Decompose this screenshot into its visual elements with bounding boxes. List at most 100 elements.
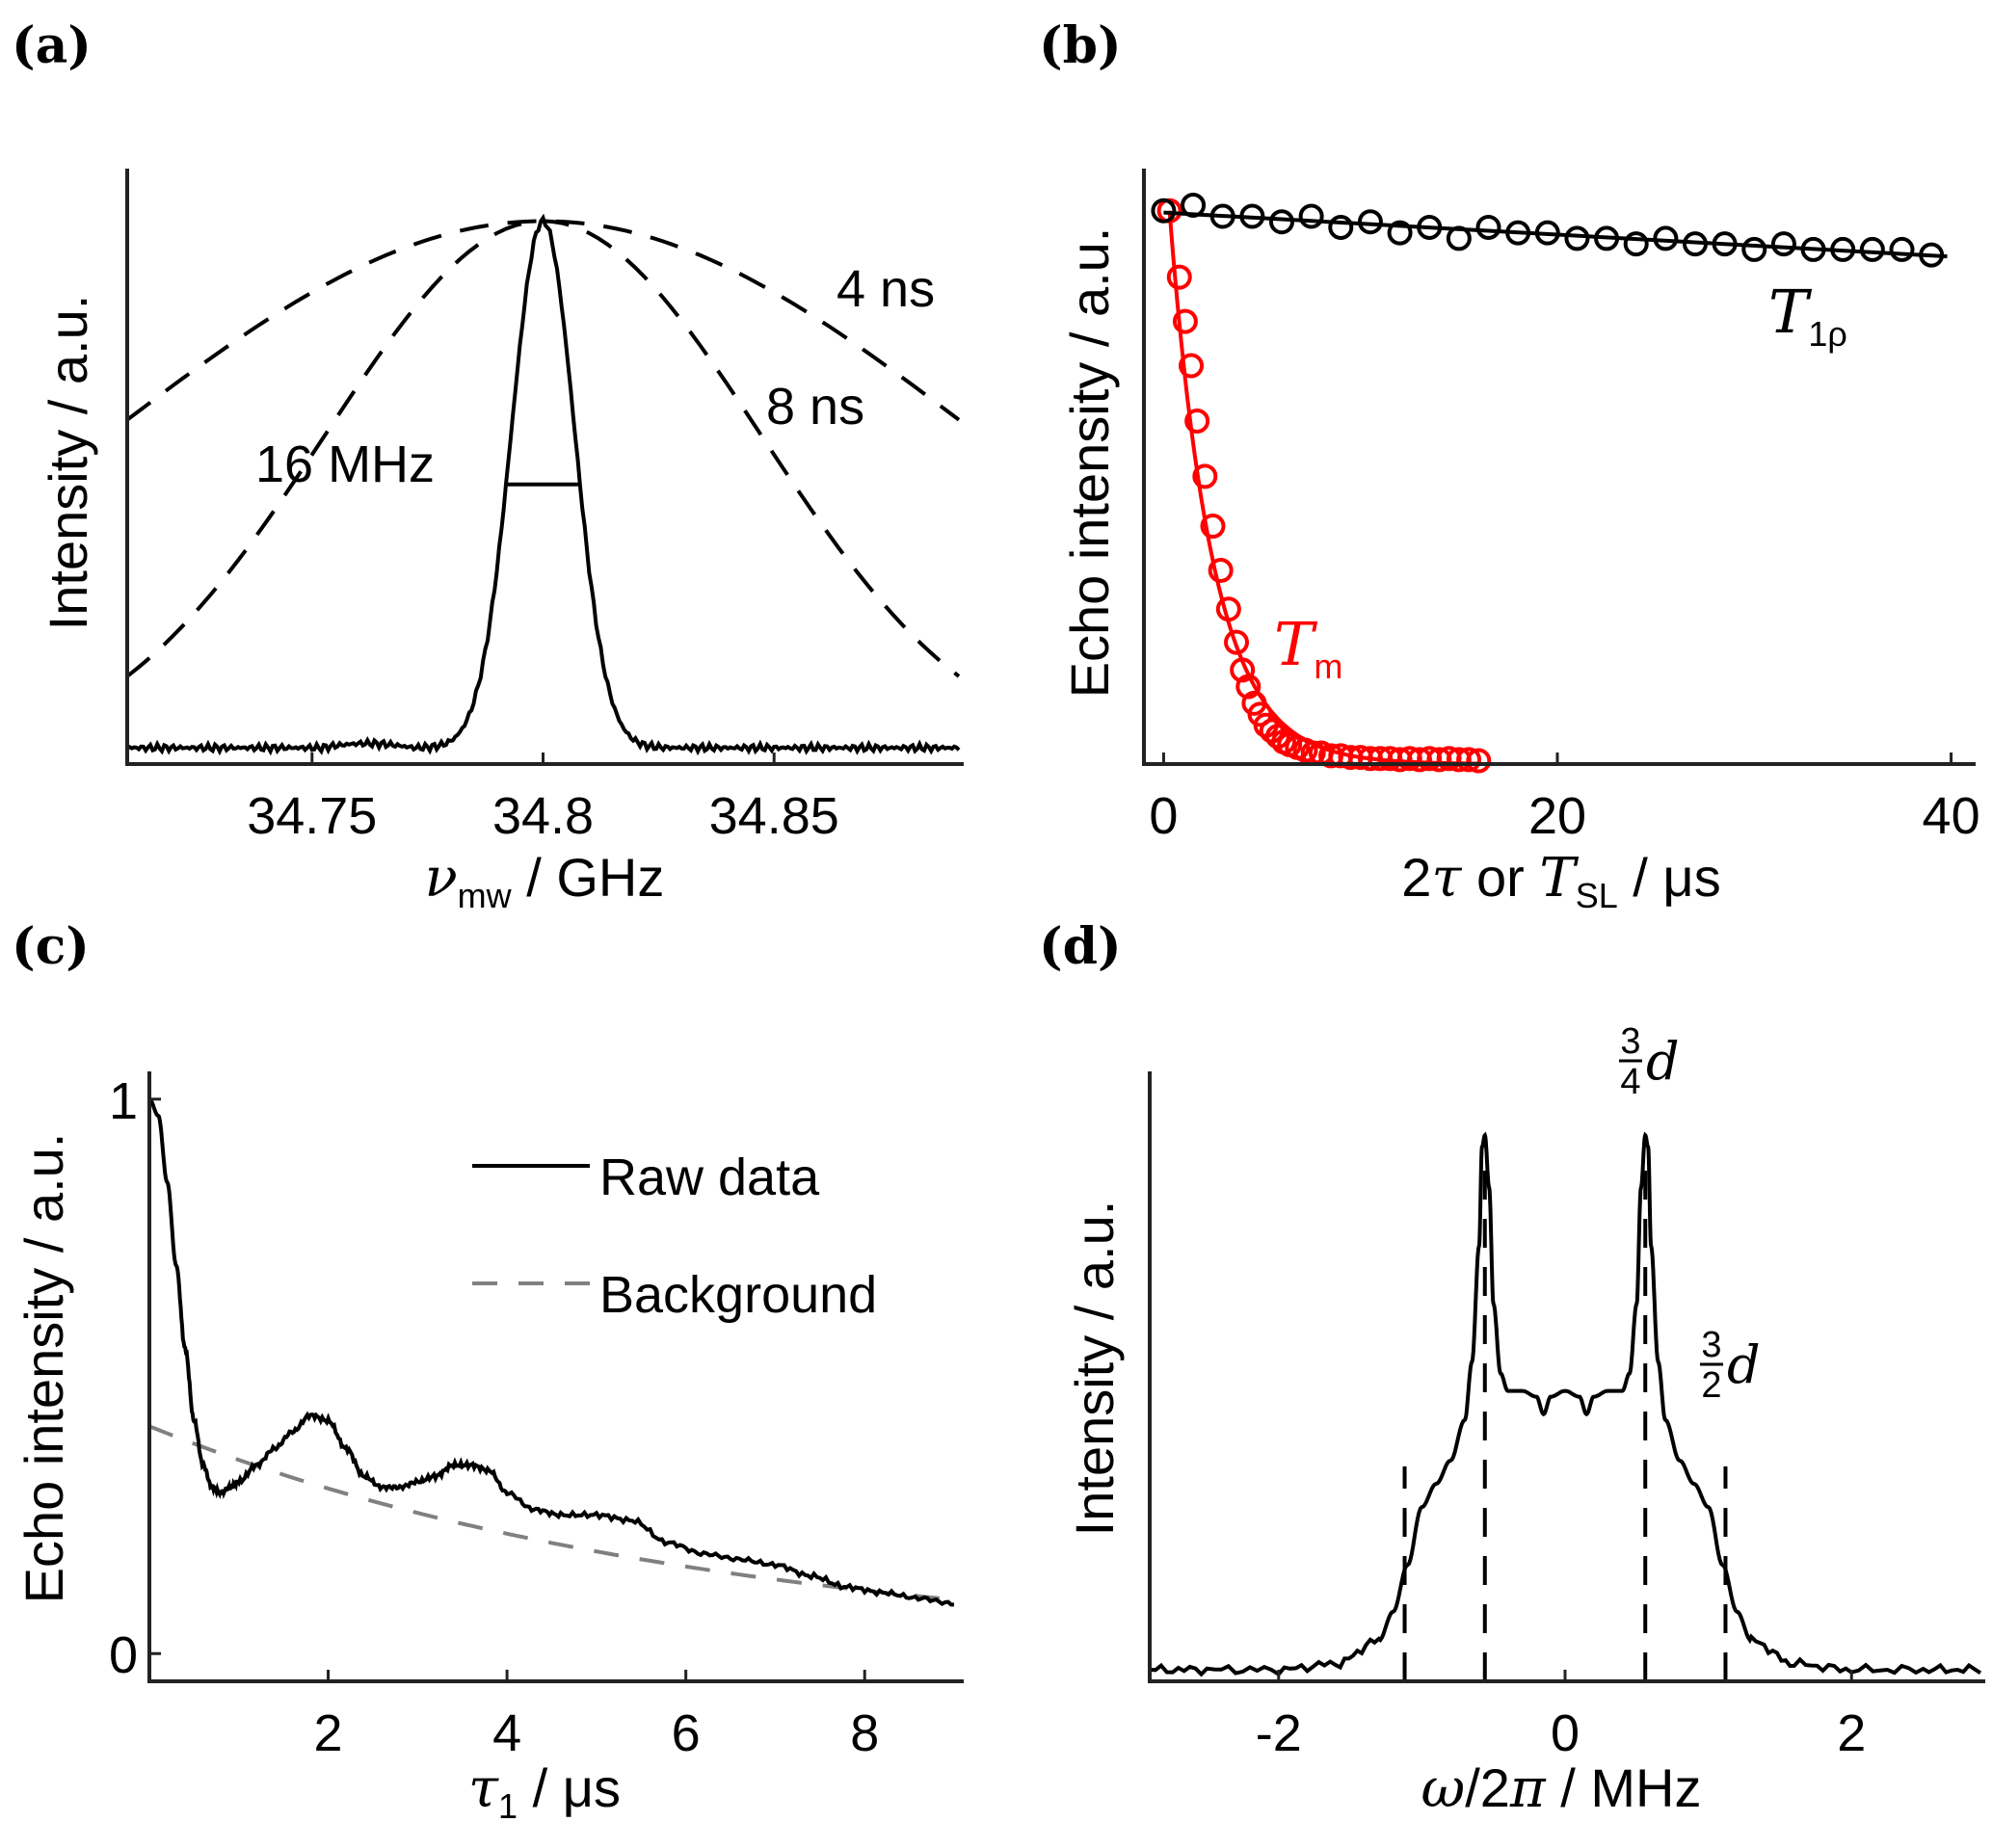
panel-b-marks — [1151, 192, 1948, 774]
annot-32d-den: 2 — [1701, 1365, 1721, 1406]
panel-b-label-t1rho-sub: 1ρ — [1808, 314, 1847, 354]
tm-data-point — [1235, 673, 1262, 700]
panel-b-xlabel-sub: SL — [1576, 876, 1618, 915]
panel-b-ylabel: Echo intensity / a.u. — [1059, 227, 1120, 699]
panel-c-ytick-label: 1 — [109, 1072, 138, 1130]
panel-c-xlabel-sub: 1 — [498, 1786, 518, 1826]
t1rho-data-point — [1534, 220, 1560, 246]
panel-b-xlabel-pre: 2 — [1401, 847, 1431, 908]
annot-32d-var: d — [1727, 1334, 1761, 1395]
t1rho-data-point — [1653, 225, 1679, 251]
panel-d-annot-34d: 3 4 d — [1619, 1021, 1680, 1102]
panel-label-d: (d) — [1039, 917, 1122, 976]
t1rho-data-point — [1623, 231, 1649, 257]
t1rho-data-point — [1683, 231, 1708, 257]
panel-b-label-tm: Tm — [1274, 609, 1342, 686]
bandwidth-curve-4ns — [125, 219, 961, 422]
t1rho-data-point — [1770, 231, 1796, 257]
panel-b-xlabel-mid: or — [1461, 847, 1539, 908]
annot-34d-num: 3 — [1620, 1021, 1640, 1062]
panel-d-xlabel-mid: /2 — [1465, 1757, 1510, 1818]
annot-34d-var: d — [1646, 1031, 1680, 1092]
t1rho-data-point — [1446, 225, 1472, 251]
t1rho-data-point — [1417, 214, 1443, 240]
panel-a-xticks: 34.75 34.8 34.85 — [247, 752, 839, 845]
tm-data-point — [1200, 514, 1226, 540]
panel-c-ytick-label: 0 — [109, 1626, 138, 1684]
panel-d-xtick-label: 0 — [1551, 1704, 1580, 1762]
panel-d-xtick-label: 2 — [1837, 1704, 1866, 1762]
panel-a-xlabel-rest: / GHz — [512, 847, 665, 908]
bandwidth-curve-8ns — [125, 219, 961, 678]
panel-a-marks — [125, 213, 961, 756]
panel-c-xtick-label: 2 — [314, 1704, 343, 1762]
t1rho-data-point — [1712, 231, 1738, 257]
panel-c-ylabel: Echo intensity / a.u. — [13, 1133, 74, 1604]
tm-data-point — [1224, 629, 1250, 655]
tm-data-point — [1184, 408, 1210, 434]
panel-b-label-tm-main: T — [1274, 609, 1318, 679]
panel-b-label-t1rho-main: T — [1768, 277, 1813, 347]
t1rho-data-point — [1239, 203, 1265, 229]
panel-b-xlabel-T: T — [1539, 847, 1579, 910]
tm-data-point — [1208, 558, 1234, 583]
panel-a-annot-16mhz: 16 MHz — [255, 436, 435, 493]
panel-b-xlabel: 2τ or TSL / μs — [1401, 847, 1720, 915]
raw-data-line — [148, 1096, 954, 1607]
panel-a-annot-8ns: 8 ns — [766, 378, 864, 436]
panel-c-yticks: 01 — [109, 1072, 161, 1684]
t1rho-data-point — [1859, 236, 1885, 262]
t1rho-data-point — [1387, 220, 1413, 246]
t1rho-data-point — [1830, 236, 1856, 262]
panel-d-xlabel: ω/2π / MHz — [1421, 1757, 1702, 1820]
panel-c-xtick-label: 4 — [492, 1704, 521, 1762]
panel-d-xticks: -2 0 2 — [1256, 1670, 1866, 1762]
panel-c-marks — [148, 1096, 955, 1607]
t1rho-data-point — [1475, 214, 1501, 240]
legend-label-background: Background — [599, 1266, 877, 1324]
tm-data-point — [1192, 463, 1218, 489]
panel-b-xtick-label: 20 — [1528, 787, 1586, 845]
legend-label-raw: Raw data — [599, 1148, 820, 1206]
t1rho-data-point — [1209, 203, 1235, 229]
panel-a-annot-4ns: 4 ns — [837, 260, 935, 318]
panel-b-label-t1rho: T1ρ — [1768, 277, 1847, 354]
tm-data-point — [1456, 747, 1482, 773]
panel-a-xlabel-sub: mw — [458, 876, 513, 915]
panel-d-xtick-label: -2 — [1256, 1704, 1302, 1762]
t1rho-data-point — [1505, 220, 1531, 246]
panel-b-xticks: 0 20 40 — [1149, 752, 1980, 845]
panel-c-xtick-label: 8 — [850, 1704, 879, 1762]
tm-data-point — [1172, 308, 1198, 334]
panel-c-xlabel-rest: / μs — [518, 1757, 621, 1818]
panel-d-xlabel-rest: / MHz — [1546, 1757, 1702, 1818]
panel-a-xlabel-symbol: ν — [425, 847, 458, 910]
tm-data-point — [1215, 596, 1241, 622]
panel-a-xtick-label: 34.75 — [247, 787, 377, 845]
panel-b-xtick-label: 40 — [1923, 787, 1980, 845]
t1rho-data-point — [1594, 225, 1620, 251]
panel-c-xlabel-symbol: τ — [468, 1757, 499, 1820]
tm-data-point — [1166, 264, 1192, 290]
t1rho-data-point — [1328, 214, 1354, 240]
panel-d-annot-32d: 3 2 d — [1700, 1325, 1761, 1406]
panel-d-ylabel: Intensity / a.u. — [1064, 1201, 1125, 1537]
panel-label-a: (a) — [12, 16, 92, 75]
t1rho-data-point — [1564, 225, 1590, 251]
panel-a: 34.75 34.8 34.85 Intensity / a.u. νmw / GH… — [38, 169, 964, 915]
panel-c-xticks: 2 4 6 8 — [314, 1670, 879, 1762]
panel-c-xtick-label: 6 — [672, 1704, 701, 1762]
annot-34d-den: 4 — [1620, 1062, 1640, 1102]
panel-d-xlabel-omega: ω — [1421, 1757, 1466, 1820]
annot-32d-num: 3 — [1701, 1325, 1721, 1365]
t1rho-data-point — [1919, 242, 1945, 268]
panel-a-xtick-label: 34.85 — [709, 787, 839, 845]
panel-d-marks — [1149, 1131, 1982, 1681]
panel-b-label-tm-sub: m — [1314, 647, 1342, 686]
t1rho-data-point — [1181, 192, 1207, 218]
panel-b-xlabel-rest: / μs — [1618, 847, 1721, 908]
pake-spectrum-line — [1149, 1131, 1982, 1677]
panel-a-ylabel: Intensity / a.u. — [38, 295, 98, 631]
panel-b-xlabel-tau: τ — [1431, 847, 1462, 910]
